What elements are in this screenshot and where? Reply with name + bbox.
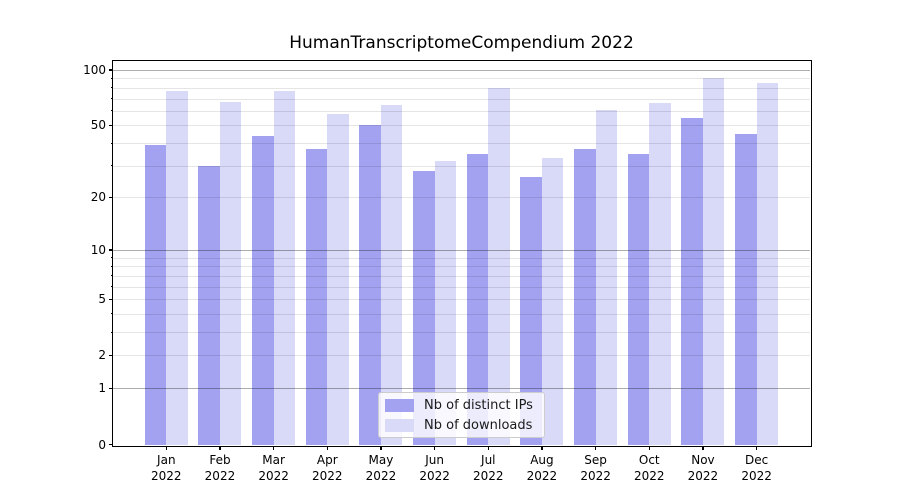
bar-downloads-mar xyxy=(273,90,296,445)
x-tick-label-jun: Jun 2022 xyxy=(419,453,450,483)
x-tick-label-nov: Nov 2022 xyxy=(687,453,719,483)
bar-ips-jan xyxy=(144,145,167,445)
gridline-minor xyxy=(113,257,810,259)
y-tick-mark xyxy=(108,249,113,251)
legend-label: Nb of distinct IPs xyxy=(424,397,533,413)
gridline-minor xyxy=(113,143,810,145)
gridline-minor xyxy=(113,78,810,80)
x-tick-mark xyxy=(273,446,275,450)
gridline-minor xyxy=(113,332,810,333)
gridline-major xyxy=(113,69,810,71)
bar-downloads-nov xyxy=(702,78,725,445)
x-tick-label-jan: Jan 2022 xyxy=(151,453,182,483)
x-tick-label-dec: Dec 2022 xyxy=(741,453,772,483)
gridline-major xyxy=(113,388,810,390)
legend-swatch-icon xyxy=(385,398,414,412)
x-tick-mark xyxy=(648,446,650,450)
bar-ips-jul xyxy=(466,153,489,445)
legend-item: Nb of downloads xyxy=(379,416,544,434)
y-tick-label: 50 xyxy=(90,118,106,133)
gridline-minor xyxy=(113,87,810,89)
y-tick-mark xyxy=(108,69,113,71)
y-tick-mark xyxy=(108,443,113,446)
bar-ips-apr xyxy=(305,149,328,445)
gridline-minor xyxy=(113,197,810,199)
bar-downloads-jan xyxy=(166,90,188,445)
bar-downloads-oct xyxy=(649,103,671,445)
gridline-minor xyxy=(113,110,810,112)
y-tick-label: 5 xyxy=(98,292,106,307)
legend-label: Nb of downloads xyxy=(424,417,533,433)
x-tick-label-apr: Apr 2022 xyxy=(312,453,343,483)
x-tick-mark xyxy=(219,446,221,450)
bar-ips-sep xyxy=(574,149,596,445)
x-tick-label-mar: Mar 2022 xyxy=(258,453,289,483)
gridline-minor xyxy=(113,98,810,100)
chart-title: HumanTranscriptomeCompendium 2022 xyxy=(289,33,634,53)
plot-area xyxy=(111,59,812,447)
bar-downloads-aug xyxy=(541,158,564,445)
gridline-minor xyxy=(113,266,810,268)
x-tick-mark xyxy=(380,446,382,450)
x-tick-mark xyxy=(595,446,597,450)
x-tick-label-aug: Aug 2022 xyxy=(526,453,558,483)
y-tick-mark xyxy=(108,298,113,300)
gridline-minor xyxy=(113,313,810,315)
legend-swatch-icon xyxy=(385,418,414,432)
gridline-minor xyxy=(113,125,810,127)
y-tick-label: 2 xyxy=(98,348,106,363)
bar-ips-mar xyxy=(252,135,274,445)
gridline-minor xyxy=(113,275,810,277)
x-tick-mark xyxy=(541,446,543,450)
y-tick-label: 1 xyxy=(98,381,106,396)
bar-ips-oct xyxy=(627,153,650,445)
bar-ips-may xyxy=(359,125,381,445)
x-tick-label-jul: Jul 2022 xyxy=(473,453,504,483)
x-tick-label-feb: Feb 2022 xyxy=(204,453,236,483)
bar-ips-jun xyxy=(413,171,435,445)
gridline-major xyxy=(113,249,810,251)
y-tick-mark xyxy=(108,196,113,199)
bar-ips-nov xyxy=(681,117,703,445)
gridline-minor xyxy=(113,165,810,167)
x-tick-mark xyxy=(165,446,167,450)
x-tick-label-sep: Sep 2022 xyxy=(580,453,611,483)
y-tick-mark xyxy=(108,124,113,127)
bar-ips-aug xyxy=(520,177,542,445)
x-tick-mark xyxy=(326,446,328,450)
y-tick-mark xyxy=(108,354,113,356)
bar-ips-dec xyxy=(735,133,757,445)
gridline-minor xyxy=(113,355,810,357)
gridline-minor xyxy=(113,299,810,301)
x-tick-mark xyxy=(434,446,436,450)
y-tick-label: 10 xyxy=(90,242,106,257)
bar-downloads-jul xyxy=(488,87,510,445)
x-tick-mark xyxy=(702,446,704,450)
bar-downloads-dec xyxy=(756,83,779,445)
y-tick-mark xyxy=(108,387,113,389)
legend: Nb of distinct IPs Nb of downloads xyxy=(378,392,545,438)
x-tick-label-oct: Oct 2022 xyxy=(633,453,665,483)
x-tick-mark xyxy=(487,446,489,450)
bar-ips-feb xyxy=(198,165,220,445)
legend-item: Nb of distinct IPs xyxy=(379,396,544,414)
bar-downloads-jun xyxy=(434,160,457,445)
bar-downloads-may xyxy=(380,104,403,445)
y-tick-label: 20 xyxy=(90,190,106,205)
y-tick-label: 0 xyxy=(98,437,106,452)
y-tick-label: 100 xyxy=(83,62,106,77)
x-tick-mark xyxy=(756,446,758,450)
x-tick-label-may: May 2022 xyxy=(365,453,397,483)
bar-downloads-sep xyxy=(595,109,618,445)
gridline-minor xyxy=(113,286,810,288)
bar-downloads-feb xyxy=(219,102,242,445)
bar-downloads-apr xyxy=(327,113,349,445)
